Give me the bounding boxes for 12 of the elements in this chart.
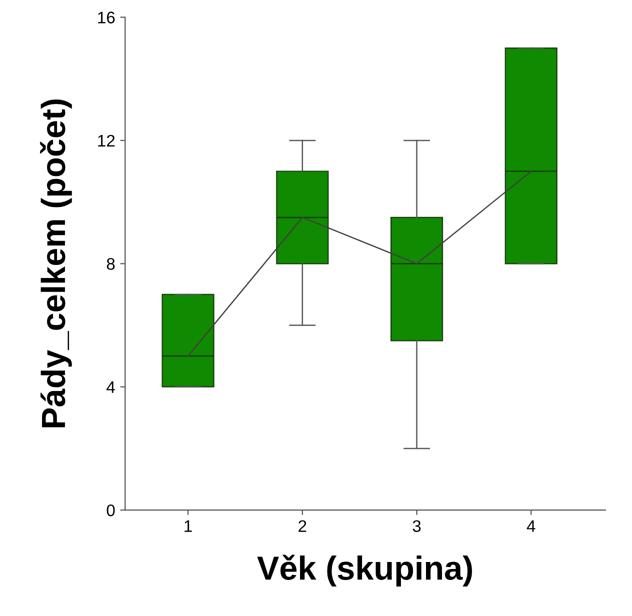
y-tick-label: 0 — [106, 504, 115, 516]
y-tick-label: 16 — [98, 12, 115, 24]
x-tick-label: 3 — [412, 520, 421, 532]
line-series — [187, 170, 532, 357]
y-axis-title: Pády_celkem (počet) — [40, 99, 72, 428]
y-tick-label: 12 — [98, 134, 115, 146]
x-tick-label: 2 — [298, 520, 306, 532]
x-tick-label: 4 — [526, 520, 536, 532]
x-tick-label: 1 — [184, 520, 192, 532]
y-tick-label: 4 — [106, 381, 115, 393]
y-tick-label: 8 — [106, 258, 115, 270]
x-axis-title: Věk (skupina) — [257, 554, 472, 587]
